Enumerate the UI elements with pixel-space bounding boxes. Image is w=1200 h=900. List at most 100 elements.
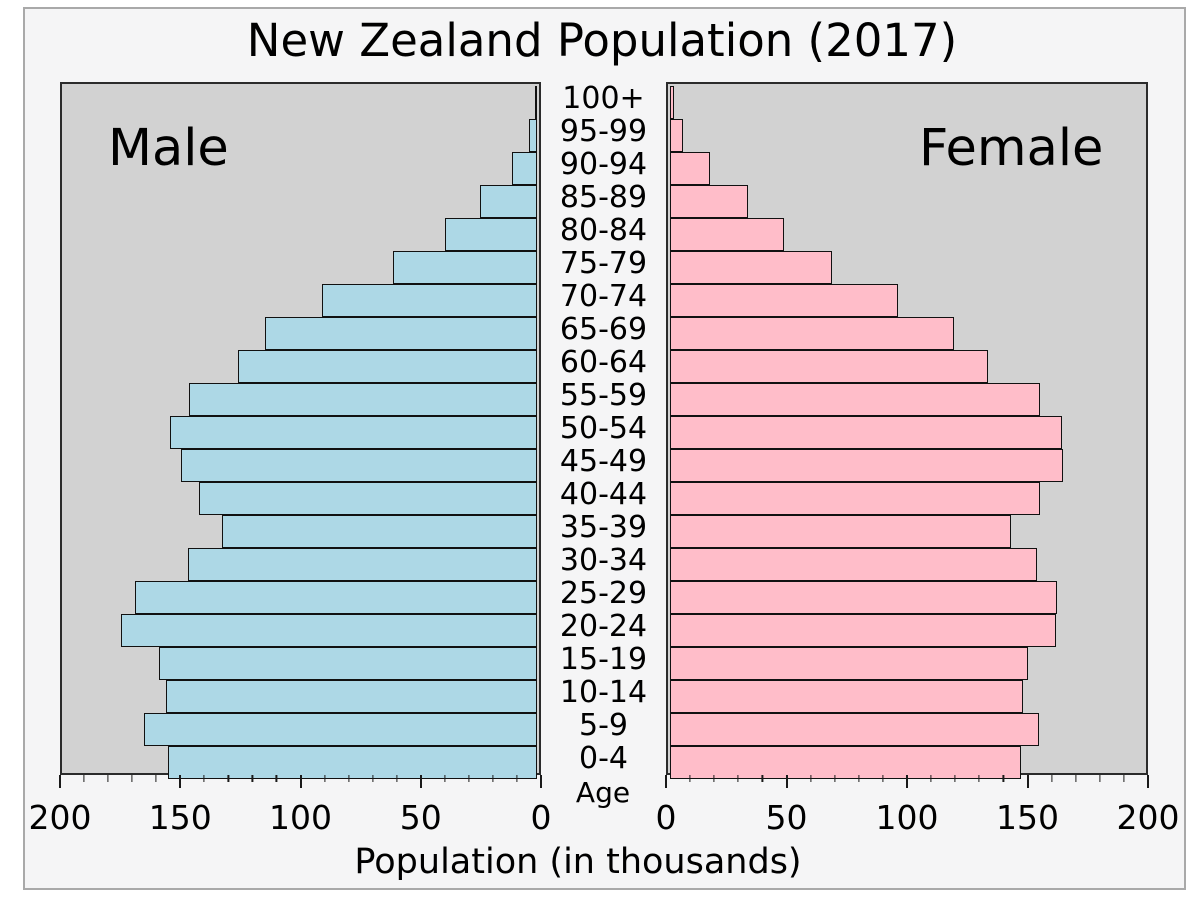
minor-tick-90 bbox=[323, 775, 326, 782]
minor-tick-120 bbox=[954, 775, 956, 782]
minor-tick-120 bbox=[251, 775, 253, 782]
minor-tick-160 bbox=[1051, 775, 1053, 782]
minor-tick-60 bbox=[810, 775, 812, 782]
minor-tick-180 bbox=[107, 775, 109, 782]
female-region-label: Female bbox=[919, 119, 1104, 178]
female-bar-0-4 bbox=[670, 746, 1021, 779]
tick-label-50: 50 bbox=[399, 798, 442, 837]
female-bar-50-54 bbox=[670, 416, 1063, 449]
male-bar-5-9 bbox=[144, 713, 537, 746]
age-label-80-84: 80-84 bbox=[559, 212, 648, 248]
minor-tick-110 bbox=[930, 775, 932, 782]
female-bar-85-89 bbox=[670, 185, 749, 218]
major-tick-50 bbox=[419, 775, 422, 788]
age-label-15-19: 15-19 bbox=[559, 641, 648, 677]
age-label-5-9: 5-9 bbox=[579, 707, 628, 743]
age-label-90-94: 90-94 bbox=[559, 146, 648, 182]
age-label-85-89: 85-89 bbox=[559, 179, 648, 215]
female-bar-90-94 bbox=[670, 152, 711, 185]
tick-label-50: 50 bbox=[765, 798, 808, 837]
male-bar-55-59 bbox=[189, 383, 537, 416]
female-bar-75-79 bbox=[670, 251, 833, 284]
male-bar-45-49 bbox=[181, 449, 537, 482]
tick-label-150: 150 bbox=[148, 798, 212, 837]
male-bar-30-34 bbox=[188, 548, 537, 581]
female-bar-15-19 bbox=[670, 647, 1028, 680]
male-bar-60-64 bbox=[237, 350, 537, 383]
age-label-75-79: 75-79 bbox=[559, 245, 648, 281]
left-axis-ticks: 0 50 100 150 200 bbox=[29, 775, 552, 845]
minor-tick-180 bbox=[1099, 775, 1101, 782]
female-bar-80-84 bbox=[670, 218, 784, 251]
minor-tick-10 bbox=[689, 775, 691, 782]
tick-label-150: 150 bbox=[996, 798, 1059, 837]
male-bar-80-84 bbox=[444, 218, 537, 251]
major-tick-100 bbox=[299, 775, 302, 788]
male-bar-65-69 bbox=[265, 317, 537, 350]
age-label-65-69: 65-69 bbox=[559, 311, 648, 347]
major-tick-150 bbox=[1026, 775, 1029, 788]
minor-tick-70 bbox=[834, 775, 836, 782]
minor-tick-170 bbox=[1075, 775, 1077, 782]
age-label-0-4: 0-4 bbox=[579, 740, 628, 776]
minor-tick-20 bbox=[713, 775, 715, 782]
age-axis-title: Age bbox=[575, 776, 631, 809]
minor-tick-90 bbox=[882, 775, 884, 782]
female-bar-30-34 bbox=[670, 548, 1038, 581]
major-tick-100 bbox=[906, 775, 908, 788]
minor-tick-130 bbox=[978, 775, 980, 782]
female-panel bbox=[666, 82, 1148, 779]
major-tick-50 bbox=[785, 775, 788, 788]
minor-tick-110 bbox=[275, 775, 278, 782]
female-bar-10-14 bbox=[670, 680, 1024, 713]
minor-tick-70 bbox=[372, 775, 374, 782]
major-tick-150 bbox=[179, 775, 182, 788]
tick-label-0: 0 bbox=[530, 798, 552, 837]
female-bar-25-29 bbox=[670, 581, 1058, 614]
minor-tick-40 bbox=[761, 775, 763, 782]
minor-tick-190 bbox=[83, 775, 85, 782]
age-label-40-44: 40-44 bbox=[559, 476, 648, 512]
minor-tick-160 bbox=[155, 775, 157, 782]
female-bars bbox=[670, 86, 1144, 779]
tick-label-100: 100 bbox=[269, 798, 332, 837]
male-bar-70-74 bbox=[321, 284, 537, 317]
minor-tick-20 bbox=[492, 775, 494, 782]
minor-tick-30 bbox=[737, 775, 739, 782]
female-bar-100+ bbox=[670, 86, 674, 119]
age-label-25-29: 25-29 bbox=[559, 575, 648, 611]
female-bar-35-39 bbox=[670, 515, 1012, 548]
minor-tick-140 bbox=[203, 775, 205, 782]
male-bar-100+ bbox=[535, 86, 537, 119]
minor-tick-190 bbox=[1123, 775, 1125, 782]
male-region-label: Male bbox=[108, 119, 229, 178]
male-bar-85-89 bbox=[480, 185, 537, 218]
minor-tick-30 bbox=[468, 775, 470, 782]
female-bar-55-59 bbox=[670, 383, 1040, 416]
minor-tick-10 bbox=[516, 775, 518, 782]
minor-tick-130 bbox=[227, 775, 229, 782]
male-bar-10-14 bbox=[165, 680, 537, 713]
major-tick-200 bbox=[59, 775, 61, 788]
male-bars bbox=[64, 86, 537, 779]
x-axis-label: Population (in thousands) bbox=[354, 842, 802, 882]
male-bar-40-44 bbox=[198, 482, 537, 515]
minor-tick-80 bbox=[858, 775, 860, 782]
major-tick-200 bbox=[1147, 775, 1149, 788]
male-bar-20-24 bbox=[120, 614, 537, 647]
age-label-95-99: 95-99 bbox=[559, 113, 648, 149]
female-bar-60-64 bbox=[670, 350, 988, 383]
minor-tick-60 bbox=[396, 775, 398, 782]
male-bar-95-99 bbox=[528, 119, 537, 152]
age-label-70-74: 70-74 bbox=[559, 278, 648, 314]
age-label-100+: 100+ bbox=[562, 80, 645, 116]
minor-tick-140 bbox=[1002, 775, 1004, 782]
male-panel bbox=[60, 82, 541, 779]
tick-label-0: 0 bbox=[655, 798, 677, 837]
male-bar-35-39 bbox=[222, 515, 537, 548]
age-axis-column: 100+ 95-99 90-94 85-89 80-84 75-79 70-74 65-69 6… bbox=[541, 82, 666, 775]
age-label-30-34: 30-34 bbox=[559, 542, 648, 578]
female-bar-20-24 bbox=[670, 614, 1057, 647]
male-bar-15-19 bbox=[158, 647, 537, 680]
